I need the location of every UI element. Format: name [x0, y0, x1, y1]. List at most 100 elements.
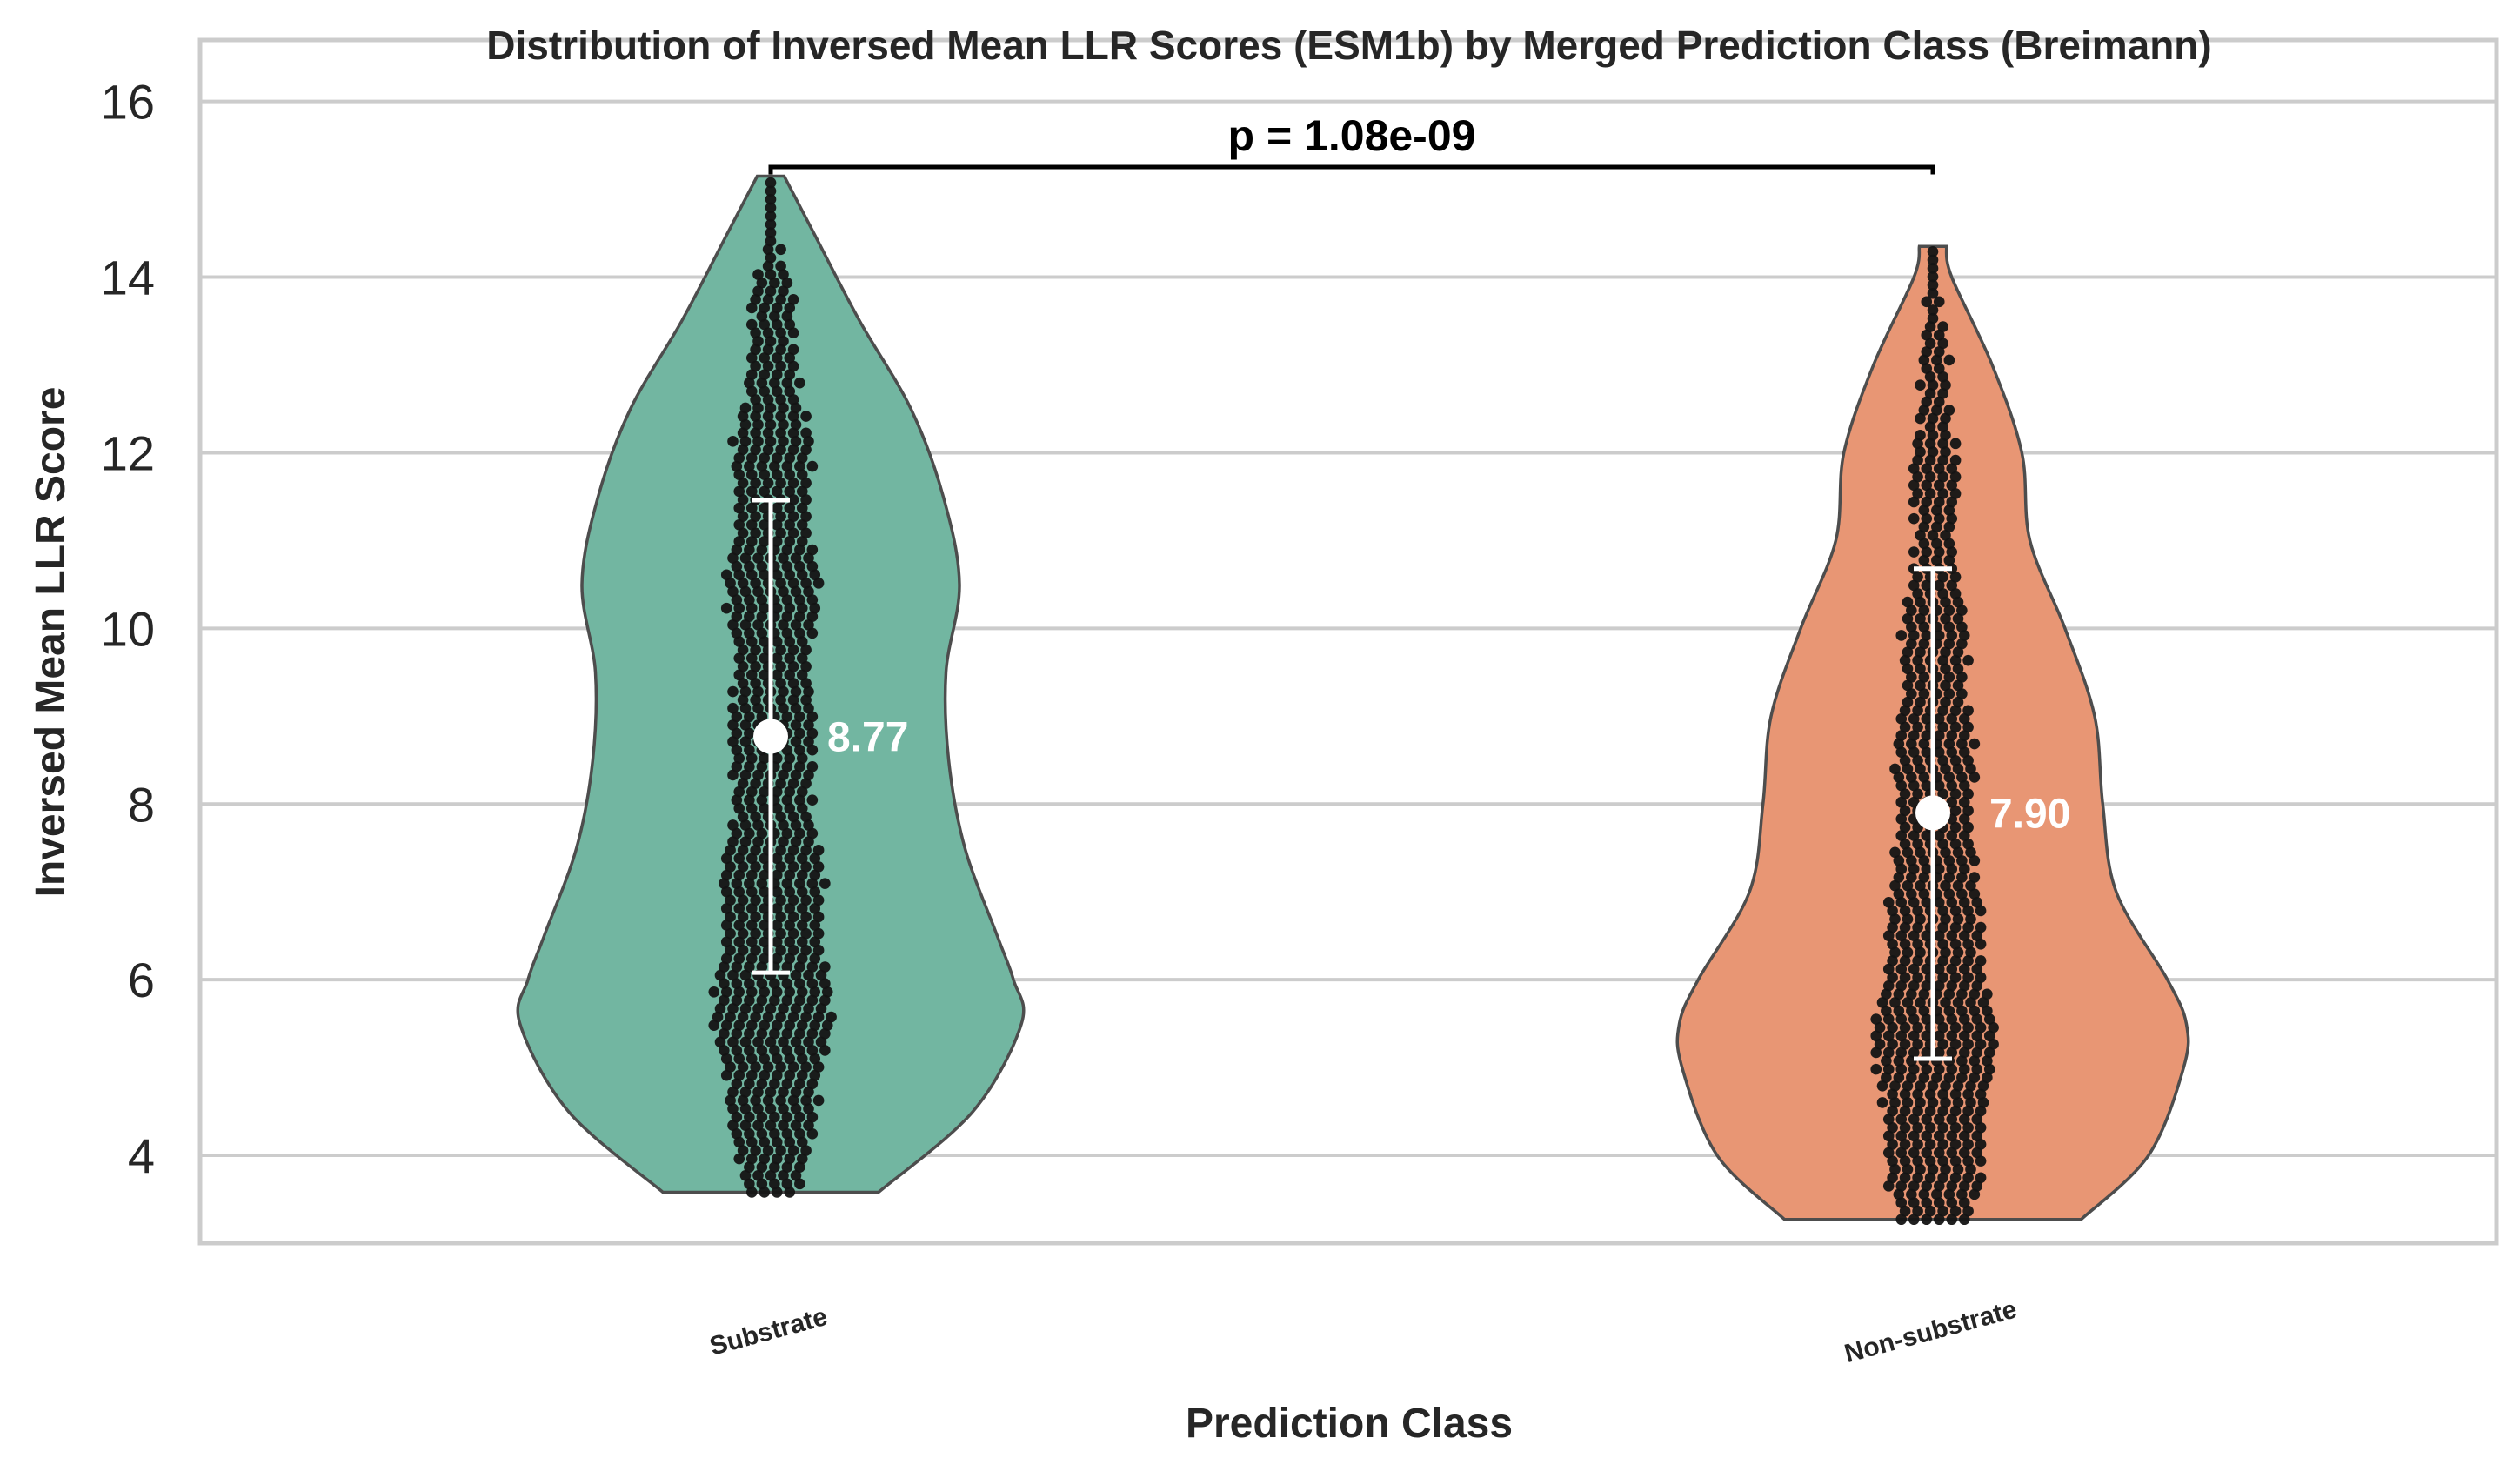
swarm-point [784, 502, 796, 514]
swarm-point [1937, 572, 1948, 583]
swarm-point [745, 886, 758, 898]
swarm-point [1937, 1039, 1948, 1050]
swarm-point [1946, 980, 1958, 992]
swarm-point [1962, 805, 1974, 817]
swarm-point [1918, 738, 1930, 750]
swarm-point [784, 536, 796, 547]
swarm-point [737, 1094, 749, 1107]
swarm-point [752, 552, 764, 564]
swarm-point [1899, 1121, 1911, 1134]
mean-marker [1915, 795, 1950, 831]
swarm-point [1988, 1039, 1999, 1050]
swarm-point [803, 585, 814, 598]
swarm-point [1946, 1214, 1958, 1226]
swarm-point [1895, 1214, 1908, 1226]
swarm-point [775, 527, 786, 539]
swarm-point [775, 778, 786, 789]
swarm-point [727, 585, 739, 598]
swarm-point [1908, 546, 1920, 558]
swarm-point [1921, 346, 1933, 358]
swarm-point [744, 878, 755, 889]
swarm-point [769, 460, 780, 472]
swarm-point [1906, 638, 1917, 650]
swarm-point [806, 761, 819, 772]
swarm-point [1949, 1105, 1962, 1117]
swarm-point [1937, 955, 1948, 966]
swarm-point [727, 969, 739, 981]
swarm-point [1918, 554, 1930, 566]
swarm-point [733, 669, 745, 681]
swarm-point [1949, 838, 1962, 850]
swarm-point [759, 518, 771, 531]
swarm-point [1958, 796, 1970, 808]
swarm-point [1933, 1063, 1945, 1075]
swarm-point [1937, 371, 1948, 383]
swarm-point [739, 819, 752, 831]
swarm-point [806, 460, 819, 472]
swarm-point [778, 585, 789, 598]
swarm-point [769, 1027, 780, 1040]
swarm-point [1937, 588, 1948, 599]
swarm-point [771, 752, 783, 765]
swarm-point [752, 285, 764, 298]
swarm-point [1958, 630, 1970, 641]
swarm-point [744, 794, 755, 806]
swarm-point [778, 702, 789, 714]
swarm-point [775, 411, 786, 422]
swarm-point [778, 552, 789, 564]
swarm-point [781, 994, 793, 1007]
swarm-point [750, 1094, 761, 1107]
swarm-point [720, 886, 732, 898]
swarm-point [1943, 872, 1955, 883]
swarm-point [737, 678, 749, 689]
swarm-point [733, 469, 745, 480]
swarm-point [781, 1178, 793, 1190]
x-axis-label: Prediction Class [1186, 1401, 1513, 1447]
swarm-point [756, 1128, 768, 1140]
swarm-point [727, 1120, 739, 1132]
swarm-point [1899, 838, 1911, 850]
swarm-point [812, 1061, 825, 1073]
swarm-point [1918, 688, 1930, 699]
swarm-point [1927, 429, 1939, 441]
swarm-point [720, 920, 732, 931]
swarm-point [733, 886, 745, 898]
swarm-point [756, 827, 768, 839]
swarm-point [1958, 713, 1970, 725]
swarm-point [1946, 479, 1958, 492]
swarm-point [1915, 696, 1926, 708]
swarm-point [1870, 1063, 1882, 1075]
swarm-point [765, 193, 777, 205]
swarm-point [720, 1069, 732, 1081]
swarm-point [812, 927, 825, 940]
swarm-point [744, 1027, 755, 1040]
swarm-point [1924, 471, 1936, 483]
swarm-point [1940, 379, 1951, 391]
swarm-point [720, 869, 732, 881]
swarm-point [1956, 872, 1968, 883]
swarm-point [1921, 329, 1933, 341]
swarm-point [775, 294, 786, 305]
swarm-point [733, 1020, 745, 1031]
swarm-point [771, 652, 783, 664]
swarm-point [1956, 888, 1968, 900]
swarm-point [800, 644, 812, 656]
swarm-point [1921, 630, 1933, 641]
swarm-point [1908, 579, 1920, 592]
swarm-point [1943, 405, 1955, 416]
swarm-point [1882, 963, 1895, 975]
swarm-point [1899, 972, 1911, 983]
stat-layer: 8.77 7.90 [752, 498, 2070, 1061]
swarm-point [745, 485, 758, 498]
swarm-point [739, 719, 752, 731]
swarm-point [744, 744, 755, 756]
swarm-point [1962, 1205, 1974, 1217]
swarm-point [800, 1145, 812, 1156]
swarm-point [1908, 479, 1920, 492]
swarm-point [765, 1036, 777, 1048]
swarm-point [1971, 1030, 1983, 1042]
swarm-point [1949, 454, 1962, 466]
swarm-point [1902, 879, 1914, 892]
swarm-point [1937, 321, 1948, 332]
swarm-point [1949, 972, 1962, 983]
